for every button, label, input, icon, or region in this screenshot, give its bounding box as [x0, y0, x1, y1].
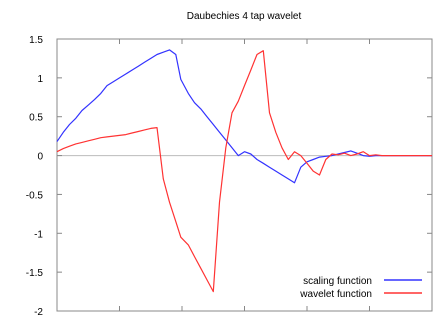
chart-title: Daubechies 4 tap wavelet: [187, 11, 302, 22]
legend-label-scaling: scaling function: [303, 276, 372, 287]
y-tick-label: 1: [37, 74, 43, 85]
series-line-wavelet: [56, 50, 432, 293]
legend: scaling function wavelet function: [299, 276, 422, 300]
y-tick-label: -0.5: [26, 190, 44, 201]
series-lines: [56, 49, 432, 293]
x-axis: [56, 39, 433, 311]
y-axis: -2 -1.5 -1 -0.5 0 0.5 1 1.5: [26, 35, 432, 318]
y-tick-label: -1.5: [26, 268, 44, 279]
y-tick-label: -2: [34, 307, 43, 318]
legend-label-wavelet: wavelet function: [299, 289, 372, 300]
y-tick-label: 0: [37, 152, 43, 163]
y-tick-label: -1: [34, 229, 43, 240]
y-tick-label: 0.5: [29, 113, 43, 124]
plot-frame: [56, 38, 433, 312]
y-tick-label: 1.5: [29, 35, 43, 46]
series-line-scaling: [56, 49, 432, 184]
